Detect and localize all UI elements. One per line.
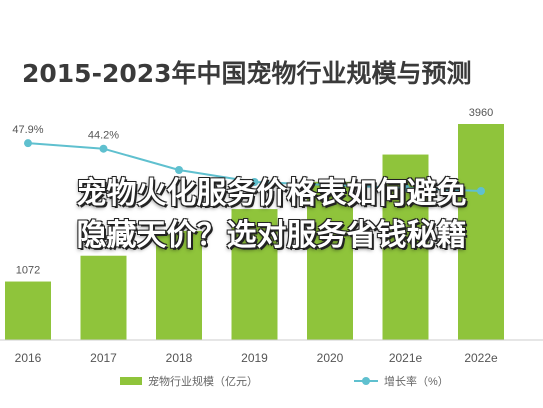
x-tick-label-2019: 2019 [241,351,268,365]
headline-line-1: 宠物火化服务价格表如何避免 [76,176,467,211]
growth-point-2022e [477,187,485,195]
chart-title: 2015-2023年中国宠物行业规模与预测 [22,59,472,88]
x-tick-label-2016: 2016 [15,351,42,365]
bar-2017 [80,255,127,340]
x-tick-label-2022e: 2022e [464,351,498,365]
chart-legend: 宠物行业规模（亿元） 增长率（%） [120,372,543,390]
growth-point-2021e [401,184,410,192]
legend-line-swatch [354,377,378,385]
bar-2022e [458,124,504,340]
legend-bar-swatch [120,377,142,385]
growth-point-2019 [250,178,259,186]
legend-line-label: 增长率（%） [384,376,449,388]
growth-label-2016: 47.9% [12,124,43,136]
growth-point-2016 [24,139,32,148]
legend-item-line: 增长率（%） [354,373,449,389]
legend-item-bars: 宠物行业规模（亿元） [120,373,258,389]
legend-bar-label: 宠物行业规模（亿元） [148,376,258,388]
x-tick-label-2020: 2020 [317,351,344,365]
growth-label-2017: 44.2% [88,130,119,142]
bar-2018 [156,230,202,340]
bar-value-label-2017: 1545 [91,239,115,251]
headline-line-2: 隐藏天价？选对服务省钱秘籍 [76,218,467,253]
x-tick-label-2017: 2017 [90,351,117,365]
x-tick-label-2021e: 2021e [389,351,423,365]
bar-value-label-2022e: 3960 [469,107,493,119]
growth-point-2017 [99,144,108,153]
growth-point-2020 [326,181,334,189]
bar-2016 [5,281,51,340]
growth-point-2018 [175,166,183,174]
x-tick-label-2018: 2018 [166,351,193,365]
bar-2019 [231,209,278,340]
bar-value-label-2016: 1072 [16,265,40,277]
bar-2020 [307,181,353,340]
